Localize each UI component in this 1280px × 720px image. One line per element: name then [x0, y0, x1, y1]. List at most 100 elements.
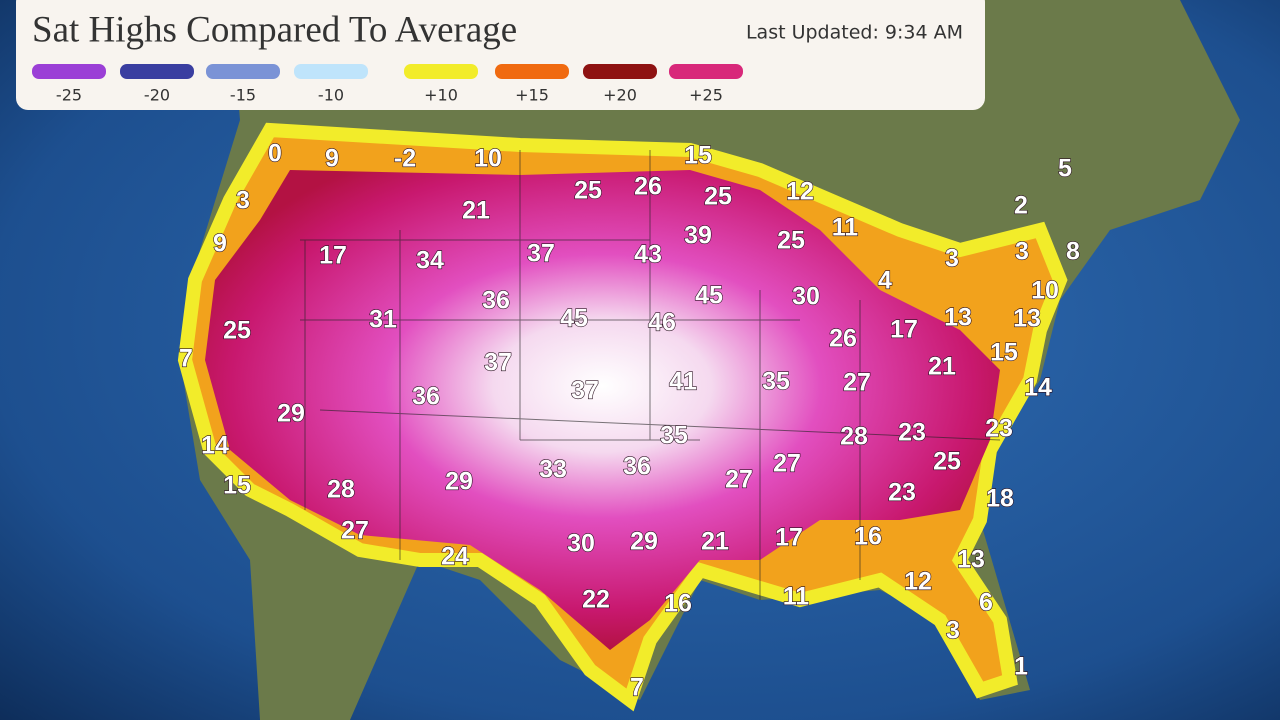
- temp-anomaly: 39: [684, 222, 712, 250]
- temp-anomaly: 24: [441, 543, 469, 571]
- temp-anomaly: 25: [777, 227, 805, 255]
- temp-anomaly: 14: [1024, 374, 1052, 402]
- legend-label: +10: [424, 86, 458, 105]
- temp-anomaly: 34: [416, 247, 444, 275]
- temp-anomaly: 13: [957, 546, 985, 574]
- temp-anomaly: 45: [560, 305, 588, 333]
- temp-anomaly: 37: [484, 349, 512, 377]
- legend-swatch: [294, 64, 368, 79]
- temp-anomaly: 28: [840, 423, 868, 451]
- temp-anomaly: 3: [946, 617, 960, 645]
- temp-anomaly: 29: [630, 528, 658, 556]
- legend-label: +15: [515, 86, 549, 105]
- legend-label: -10: [318, 86, 344, 105]
- temp-anomaly: 33: [539, 456, 567, 484]
- legend-label: +25: [689, 86, 723, 105]
- temp-anomaly: 17: [775, 524, 803, 552]
- legend-swatch: [404, 64, 478, 79]
- temp-anomaly: 25: [574, 177, 602, 205]
- temp-anomaly: 29: [445, 468, 473, 496]
- temp-anomaly: 37: [571, 377, 599, 405]
- temp-anomaly: 2: [1014, 192, 1028, 220]
- temp-anomaly: 27: [843, 369, 871, 397]
- temp-anomaly: 13: [1013, 305, 1041, 333]
- temp-anomaly: 6: [979, 589, 993, 617]
- temp-anomaly: 23: [898, 419, 926, 447]
- temp-anomaly: 30: [792, 283, 820, 311]
- temp-anomaly: 9: [213, 230, 227, 258]
- legend-label: -25: [56, 86, 82, 105]
- temp-anomaly: 17: [319, 242, 347, 270]
- legend-label: -20: [144, 86, 170, 105]
- temp-anomaly: 29: [277, 400, 305, 428]
- temp-anomaly: 26: [634, 173, 662, 201]
- temp-anomaly: 23: [985, 415, 1013, 443]
- temp-anomaly: 36: [482, 287, 510, 315]
- temp-anomaly: 35: [762, 368, 790, 396]
- temp-anomaly: 11: [832, 214, 859, 242]
- temp-anomaly: 3: [945, 245, 959, 273]
- legend-label: +20: [603, 86, 637, 105]
- temp-anomaly: 10: [474, 145, 502, 173]
- temp-anomaly: 3: [236, 187, 250, 215]
- temp-anomaly: 13: [944, 304, 972, 332]
- temp-anomaly: 37: [527, 240, 555, 268]
- temp-anomaly: 28: [327, 476, 355, 504]
- temp-anomaly: 0: [268, 140, 282, 168]
- state-lines: [300, 150, 1001, 600]
- legend-swatch: [669, 64, 743, 79]
- temp-anomaly: 15: [990, 339, 1018, 367]
- temp-anomaly: 25: [933, 448, 961, 476]
- legend: -25 -20 -15 -10 +10 +15 +20 +25: [32, 64, 743, 105]
- heat-area: [205, 170, 1000, 650]
- temp-anomaly: 21: [928, 353, 956, 381]
- temp-anomaly: 30: [567, 530, 595, 558]
- temp-anomaly: 23: [888, 479, 916, 507]
- temp-anomaly: 27: [341, 517, 369, 545]
- legend-label: -15: [230, 86, 256, 105]
- temp-anomaly: 41: [669, 368, 697, 396]
- temp-anomaly: 36: [412, 383, 440, 411]
- temp-anomaly: 12: [786, 178, 814, 206]
- temp-anomaly: 46: [648, 309, 676, 337]
- temp-anomaly: 10: [1031, 277, 1059, 305]
- title: Sat Highs Compared To Average: [32, 9, 517, 50]
- temp-anomaly: 9: [325, 145, 339, 173]
- temp-anomaly: 1: [1014, 653, 1028, 681]
- temp-anomaly: 25: [223, 317, 251, 345]
- temp-anomaly: 43: [634, 241, 662, 269]
- temp-anomaly: 16: [664, 590, 692, 618]
- temp-anomaly: 8: [1066, 238, 1080, 266]
- temp-anomaly: 17: [890, 316, 918, 344]
- temp-anomaly: 4: [878, 267, 892, 295]
- temp-anomaly: 27: [725, 466, 753, 494]
- temp-anomaly: 27: [773, 450, 801, 478]
- temp-anomaly: 18: [986, 485, 1014, 513]
- legend-swatch: [583, 64, 657, 79]
- temp-anomaly: 22: [582, 586, 610, 614]
- legend-swatch: [495, 64, 569, 79]
- temp-anomaly: 21: [701, 528, 729, 556]
- temp-anomaly: 7: [630, 674, 644, 702]
- temp-anomaly: 36: [623, 453, 651, 481]
- temp-anomaly: 15: [684, 142, 712, 170]
- temp-anomaly: 7: [179, 345, 193, 373]
- temp-anomaly: 14: [201, 432, 229, 460]
- temp-anomaly: 26: [829, 325, 857, 353]
- header-panel: [16, 0, 985, 110]
- temp-anomaly: 25: [704, 183, 732, 211]
- temp-anomaly: 31: [369, 306, 397, 334]
- updated: Last Updated: 9:34 AM: [746, 22, 963, 44]
- legend-swatch: [32, 64, 106, 79]
- temp-anomaly: 15: [223, 472, 251, 500]
- temp-anomaly: 11: [783, 583, 810, 611]
- temp-anomaly: 5: [1058, 155, 1072, 183]
- temp-anomaly: 12: [904, 568, 932, 596]
- temp-anomaly: 35: [660, 422, 688, 450]
- temp-anomaly: -2: [394, 145, 416, 173]
- temp-anomaly: 16: [854, 523, 882, 551]
- temp-anomaly: 3: [1015, 238, 1029, 266]
